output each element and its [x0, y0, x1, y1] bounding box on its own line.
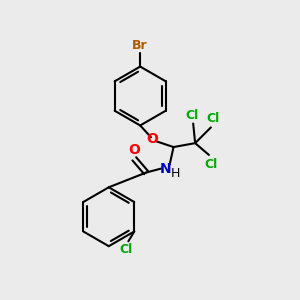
Text: Cl: Cl [204, 158, 218, 171]
Text: Cl: Cl [120, 243, 133, 256]
Text: Cl: Cl [206, 112, 219, 125]
Text: N: N [160, 162, 172, 176]
Text: O: O [146, 132, 158, 146]
Text: Br: Br [132, 39, 148, 52]
Text: H: H [171, 167, 180, 180]
Text: Cl: Cl [186, 109, 199, 122]
Text: O: O [128, 143, 140, 157]
